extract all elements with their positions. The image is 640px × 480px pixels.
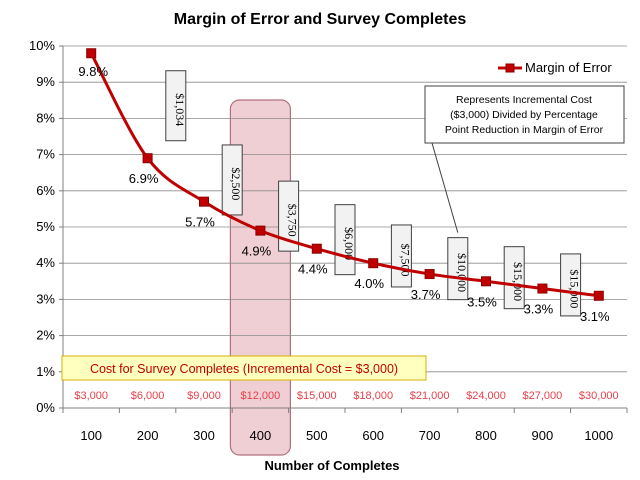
cost-note-text: Cost for Survey Completes (Incremental C… [90, 362, 398, 376]
incremental-cost-box [447, 237, 469, 301]
y-tick-label: 3% [36, 291, 55, 306]
callout-line-1: Represents Incremental Cost [456, 94, 592, 106]
y-tick-label: 5% [36, 219, 55, 234]
callout-frame [424, 85, 625, 144]
incremental-cost-box [221, 144, 243, 216]
y-tick-label: 7% [36, 147, 55, 162]
x-tick-label: 200 [137, 428, 159, 443]
incremental-cost-label: $15,000 [568, 269, 582, 308]
data-point [537, 283, 548, 294]
data-point [311, 243, 322, 254]
y-tick-label: 10% [29, 38, 55, 53]
data-point [481, 276, 491, 287]
x-tick-label: 1000 [584, 428, 613, 443]
cost-label: $9,000 [187, 390, 221, 402]
x-tick-label: 900 [532, 428, 554, 443]
x-tick-label: 400 [250, 428, 272, 443]
data-label: 3.5% [467, 294, 497, 309]
data-label: 3.7% [411, 287, 441, 302]
incremental-cost-label: $3,750 [286, 204, 300, 237]
cost-label: $12,000 [241, 390, 281, 402]
data-point [199, 196, 209, 207]
legend: Margin of Error [498, 60, 612, 75]
y-tick-label: 1% [36, 364, 55, 379]
cost-label: $6,000 [131, 390, 165, 402]
incremental-cost-box [503, 246, 525, 310]
cost-note-box [61, 355, 427, 381]
incremental-cost-label: $6,000 [342, 227, 356, 260]
legend-marker [505, 63, 515, 73]
data-point [424, 269, 435, 280]
y-tick-label: 0% [36, 400, 55, 415]
incremental-cost-label: $2,500 [229, 167, 243, 200]
x-tick-label: 600 [362, 428, 384, 443]
cost-label: $15,000 [297, 390, 337, 402]
y-tick-label: 6% [36, 183, 55, 198]
chart-title: Margin of Error and Survey Completes [174, 11, 467, 28]
callout-line-2: ($3,000) Divided by Percentage [450, 109, 598, 121]
data-point [255, 225, 266, 236]
data-label: 4.9% [242, 244, 272, 259]
x-tick-label: 300 [193, 428, 215, 443]
x-axis-label: Number of Completes [264, 458, 399, 473]
data-label: 3.3% [524, 302, 554, 317]
data-label: 4.4% [298, 262, 328, 277]
series-line-margin-of-error [89, 52, 599, 298]
y-tick-label: 4% [36, 255, 55, 270]
incremental-cost-label: $15,000 [511, 262, 525, 301]
incremental-cost-label: $1,034 [173, 93, 187, 126]
y-tick-label: 8% [36, 110, 55, 125]
cost-label: $3,000 [74, 390, 108, 402]
data-label: 5.7% [185, 215, 215, 230]
incremental-cost-box [560, 253, 582, 317]
data-label: 3.1% [580, 309, 610, 324]
data-point [86, 48, 97, 59]
data-point [593, 290, 604, 301]
x-tick-label: 700 [419, 428, 441, 443]
legend-label: Margin of Error [525, 60, 612, 75]
x-tick-label: 800 [475, 428, 497, 443]
cost-label: $27,000 [523, 390, 563, 402]
y-tick-label: 2% [36, 328, 55, 343]
cost-label: $24,000 [466, 390, 506, 402]
cost-label: $30,000 [579, 390, 619, 402]
incremental-cost-box [278, 180, 300, 252]
incremental-cost-box [165, 70, 187, 142]
cost-note: Cost for Survey Completes (Incremental C… [61, 355, 427, 381]
callout-leader [431, 142, 459, 233]
x-tick-label: 500 [306, 428, 328, 443]
incremental-cost-label: $10,000 [455, 253, 469, 292]
cost-label: $21,000 [410, 390, 450, 402]
cost-label: $18,000 [353, 390, 393, 402]
data-point [142, 153, 153, 164]
callout-line-3: Point Reduction in Margin of Error [445, 124, 604, 136]
callout-box: Represents Incremental Cost ($3,000) Div… [424, 85, 625, 144]
data-point [368, 258, 379, 269]
data-label: 6.9% [129, 171, 159, 186]
y-tick-label: 9% [36, 74, 55, 89]
x-tick-label: 100 [80, 428, 102, 443]
data-label: 9.8% [78, 64, 108, 79]
data-label: 4.0% [354, 276, 384, 291]
